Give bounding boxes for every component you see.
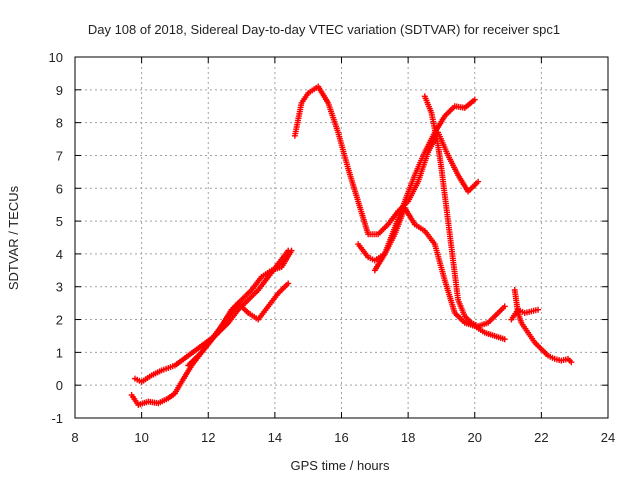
y-tick-label: 6 — [56, 181, 63, 196]
series-track-9 — [508, 306, 542, 323]
x-tick-label: 24 — [601, 430, 615, 445]
y-tick-label: 2 — [56, 313, 63, 328]
chart-title: Day 108 of 2018, Sidereal Day-to-day VTE… — [88, 22, 560, 37]
data-markers — [128, 83, 575, 408]
data-point — [471, 96, 478, 103]
data-point — [288, 247, 295, 254]
x-tick-label: 14 — [268, 430, 282, 445]
y-tick-label: 10 — [49, 50, 63, 65]
x-tick-label: 20 — [468, 430, 482, 445]
x-tick-label: 16 — [334, 430, 348, 445]
y-tick-label: 7 — [56, 148, 63, 163]
x-tick-label: 22 — [534, 430, 548, 445]
series-track-7 — [421, 93, 508, 330]
y-tick-label: 8 — [56, 116, 63, 131]
data-point — [501, 303, 508, 310]
series-track-6 — [371, 96, 478, 274]
x-tick-label: 8 — [71, 430, 78, 445]
series-track-8 — [511, 287, 575, 366]
y-tick-label: 3 — [56, 280, 63, 295]
y-tick-label: -1 — [51, 411, 63, 426]
x-tick-label: 10 — [134, 430, 148, 445]
y-tick-label: 0 — [56, 378, 63, 393]
x-axis-label: GPS time / hours — [291, 458, 390, 473]
series-track-4 — [291, 83, 482, 238]
data-point — [475, 178, 482, 185]
y-tick-label: 1 — [56, 345, 63, 360]
data-point — [285, 280, 292, 287]
y-tick-label: 9 — [56, 83, 63, 98]
x-tick-label: 18 — [401, 430, 415, 445]
data-point — [568, 359, 575, 366]
data-point — [535, 306, 542, 313]
y-tick-label: 4 — [56, 247, 63, 262]
y-tick-label: 5 — [56, 214, 63, 229]
series-track-3 — [185, 280, 292, 369]
x-tick-label: 12 — [201, 430, 215, 445]
grid-lines — [75, 57, 608, 418]
data-point — [501, 336, 508, 343]
y-axis-label: SDTVAR / TECUs — [6, 185, 21, 290]
